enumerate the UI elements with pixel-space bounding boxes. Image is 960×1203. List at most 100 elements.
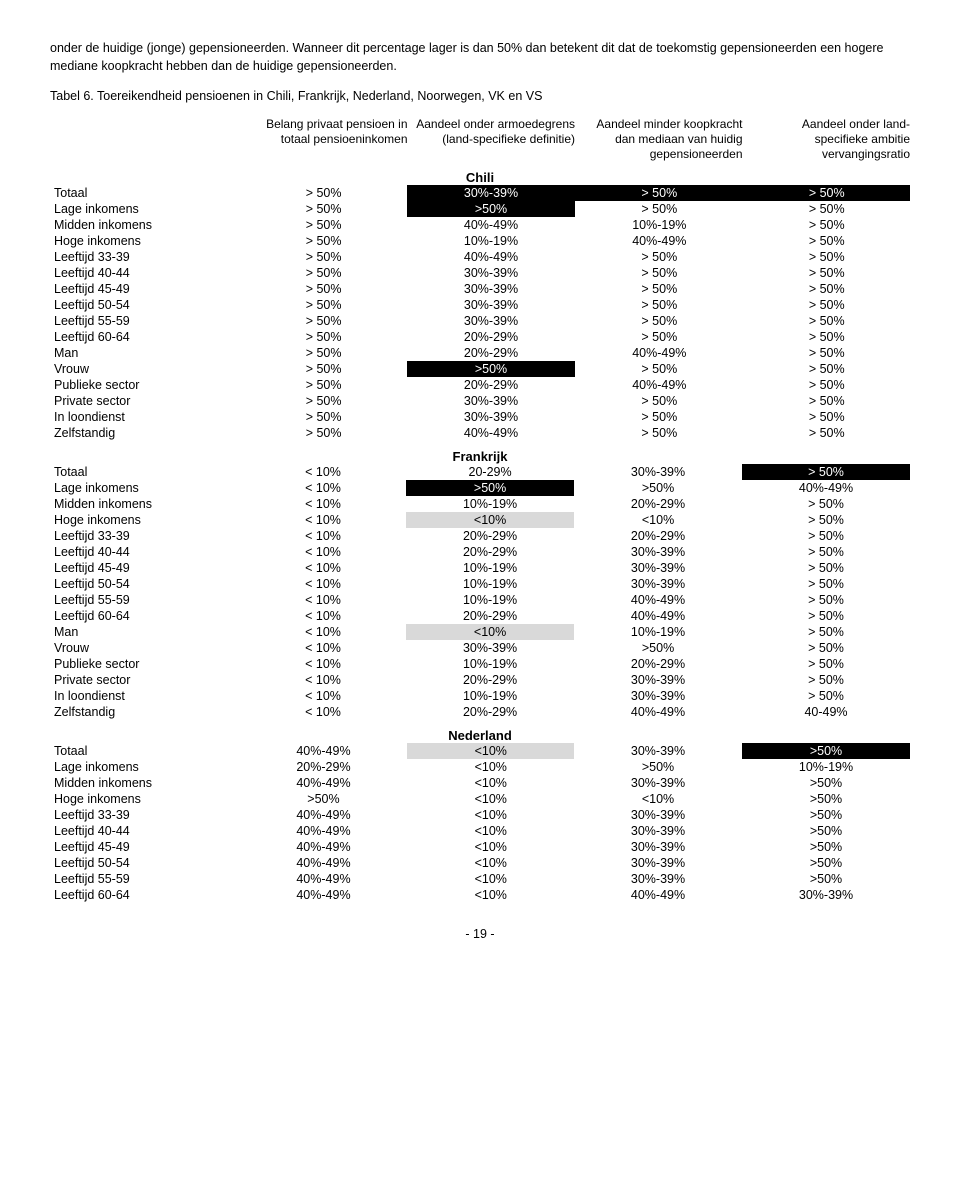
table-caption: Tabel 6. Toereikendheid pensioenen in Ch… (50, 89, 910, 103)
table-cell: > 50% (240, 313, 407, 329)
table-cell: 20%-29% (406, 544, 574, 560)
row-label: In loondienst (50, 688, 240, 704)
table-cell: > 50% (575, 361, 743, 377)
table-cell: <10% (407, 823, 574, 839)
table-cell: 30%-39% (574, 464, 742, 480)
table-cell: < 10% (240, 496, 406, 512)
table-cell: 30%-39% (407, 297, 575, 313)
row-label: Midden inkomens (50, 496, 240, 512)
table-cell: > 50% (240, 297, 407, 313)
table-cell: > 50% (742, 576, 910, 592)
table-row: Totaal40%-49%<10%30%-39%>50% (50, 743, 910, 759)
table-cell: 30%-39% (574, 775, 742, 791)
table-cell: 30%-39% (407, 313, 575, 329)
table-cell: 10%-19% (406, 656, 574, 672)
table-cell: > 50% (742, 592, 910, 608)
table-cell: 40%-49% (575, 377, 743, 393)
table-cell: 40%-49% (239, 823, 407, 839)
data-table: Totaal40%-49%<10%30%-39%>50%Lage inkomen… (50, 743, 910, 903)
intro-paragraph: onder de huidige (jonge) gepensioneerden… (50, 40, 910, 75)
row-label: Midden inkomens (50, 775, 239, 791)
table-cell: > 50% (742, 608, 910, 624)
table-cell: > 50% (743, 393, 910, 409)
table-row: Midden inkomens40%-49%<10%30%-39%>50% (50, 775, 910, 791)
table-row: Leeftijd 33-3940%-49%<10%30%-39%>50% (50, 807, 910, 823)
row-label: Leeftijd 55-59 (50, 871, 239, 887)
table-cell: > 50% (240, 265, 407, 281)
table-cell: <10% (407, 839, 574, 855)
table-row: Midden inkomens> 50%40%-49%10%-19%> 50% (50, 217, 910, 233)
row-label: Leeftijd 60-64 (50, 887, 239, 903)
row-label: Leeftijd 50-54 (50, 576, 240, 592)
tables-container: ChiliTotaal> 50%30%-39%> 50%> 50%Lage in… (50, 170, 910, 903)
row-label: Lage inkomens (50, 480, 240, 496)
table-cell: 10%-19% (406, 688, 574, 704)
table-cell: > 50% (742, 544, 910, 560)
table-cell: 40%-49% (575, 345, 743, 361)
table-cell: > 50% (743, 297, 910, 313)
table-row: Leeftijd 60-64< 10%20%-29%40%-49%> 50% (50, 608, 910, 624)
row-label: In loondienst (50, 409, 240, 425)
row-label: Hoge inkomens (50, 791, 239, 807)
table-cell: > 50% (575, 201, 743, 217)
table-row: Totaal< 10%20-29%30%-39%> 50% (50, 464, 910, 480)
table-cell: >50% (742, 823, 910, 839)
table-cell: > 50% (240, 281, 407, 297)
table-cell: >50% (574, 480, 742, 496)
table-cell: 30%-39% (574, 672, 742, 688)
table-row: Lage inkomens20%-29%<10%>50%10%-19% (50, 759, 910, 775)
table-cell: 20%-29% (407, 329, 575, 345)
table-cell: 30%-39% (407, 265, 575, 281)
table-row: Leeftijd 50-54< 10%10%-19%30%-39%> 50% (50, 576, 910, 592)
table-cell: < 10% (240, 592, 406, 608)
table-cell: 10%-19% (406, 592, 574, 608)
table-row: Publieke sector> 50%20%-29%40%-49%> 50% (50, 377, 910, 393)
table-cell: 40%-49% (239, 839, 407, 855)
table-cell: < 10% (240, 464, 406, 480)
table-cell: 40%-49% (407, 425, 575, 441)
table-cell: > 50% (742, 672, 910, 688)
table-row: Midden inkomens< 10%10%-19%20%-29%> 50% (50, 496, 910, 512)
row-label: Leeftijd 45-49 (50, 560, 240, 576)
table-cell: > 50% (742, 496, 910, 512)
row-label: Private sector (50, 672, 240, 688)
row-label: Lage inkomens (50, 759, 239, 775)
table-cell: > 50% (240, 233, 407, 249)
row-label: Leeftijd 40-44 (50, 544, 240, 560)
table-cell: 10%-19% (407, 233, 575, 249)
row-label: Publieke sector (50, 656, 240, 672)
page-number: - 19 - (50, 927, 910, 941)
row-label: Leeftijd 55-59 (50, 313, 240, 329)
table-cell: 40%-49% (575, 233, 743, 249)
table-row: Leeftijd 45-4940%-49%<10%30%-39%>50% (50, 839, 910, 855)
col-header-4: Aandeel onder land-specifieke ambitie ve… (743, 117, 911, 162)
table-row: Private sector< 10%20%-29%30%-39%> 50% (50, 672, 910, 688)
row-label: Man (50, 624, 240, 640)
table-row: Lage inkomens< 10%>50%>50%40%-49% (50, 480, 910, 496)
table-cell: > 50% (575, 185, 743, 201)
row-label: Vrouw (50, 361, 240, 377)
section-title: Frankrijk (50, 449, 910, 464)
row-label: Totaal (50, 185, 240, 201)
table-cell: <10% (574, 512, 742, 528)
table-row: Vrouw> 50%>50%> 50%> 50% (50, 361, 910, 377)
table-cell: 20-29% (406, 464, 574, 480)
table-cell: >50% (742, 775, 910, 791)
row-label: Private sector (50, 393, 240, 409)
table-cell: > 50% (742, 640, 910, 656)
table-cell: > 50% (240, 185, 407, 201)
table-cell: >50% (407, 361, 575, 377)
table-cell: > 50% (240, 329, 407, 345)
col-header-1: Belang privaat pensioen in totaal pensio… (240, 117, 408, 162)
table-cell: > 50% (575, 313, 743, 329)
table-row: Leeftijd 55-59< 10%10%-19%40%-49%> 50% (50, 592, 910, 608)
table-cell: > 50% (575, 409, 743, 425)
table-cell: >50% (742, 743, 910, 759)
table-cell: >50% (239, 791, 407, 807)
table-cell: 10%-19% (574, 624, 742, 640)
table-cell: > 50% (575, 393, 743, 409)
table-cell: 20%-29% (406, 672, 574, 688)
table-cell: > 50% (742, 560, 910, 576)
table-cell: 30%-39% (574, 807, 742, 823)
table-cell: > 50% (742, 528, 910, 544)
